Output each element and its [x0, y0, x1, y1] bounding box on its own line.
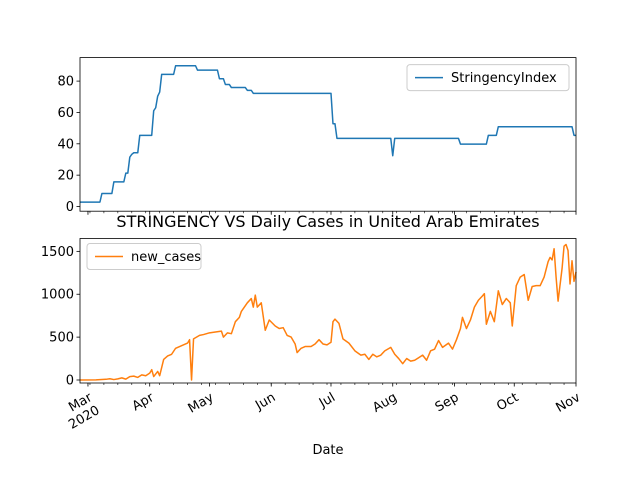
axes-frame [79, 238, 577, 384]
x-tick-label: Jul [316, 390, 338, 411]
y-tick-label: 0 [66, 373, 74, 388]
legend-label: StringencyIndex [451, 71, 557, 86]
y-tick-label: 0 [66, 200, 74, 215]
legend-box [86, 243, 202, 270]
x-axis-label: Date [312, 443, 343, 458]
axes-frame [79, 57, 577, 212]
legend-label: new_cases [131, 250, 201, 265]
stringency-panel: 0 20 40 60 80 StringencyIndex [57, 57, 577, 215]
legend-box [406, 64, 570, 92]
y-tick-label: 60 [57, 106, 74, 121]
y-tick-label: 40 [57, 137, 74, 152]
chart-title: STRINGENCY VS Daily Cases in United Arab… [116, 212, 539, 231]
y-tick-label: 1000 [41, 288, 74, 303]
y-tick-label: 1500 [41, 245, 74, 260]
series-line-StringencyIndex [80, 65, 576, 203]
y-tick-label: 80 [57, 75, 74, 90]
y-tick-label: 20 [57, 169, 74, 184]
y-tick-label: 500 [49, 331, 74, 346]
series-line-new_cases [79, 243, 577, 381]
